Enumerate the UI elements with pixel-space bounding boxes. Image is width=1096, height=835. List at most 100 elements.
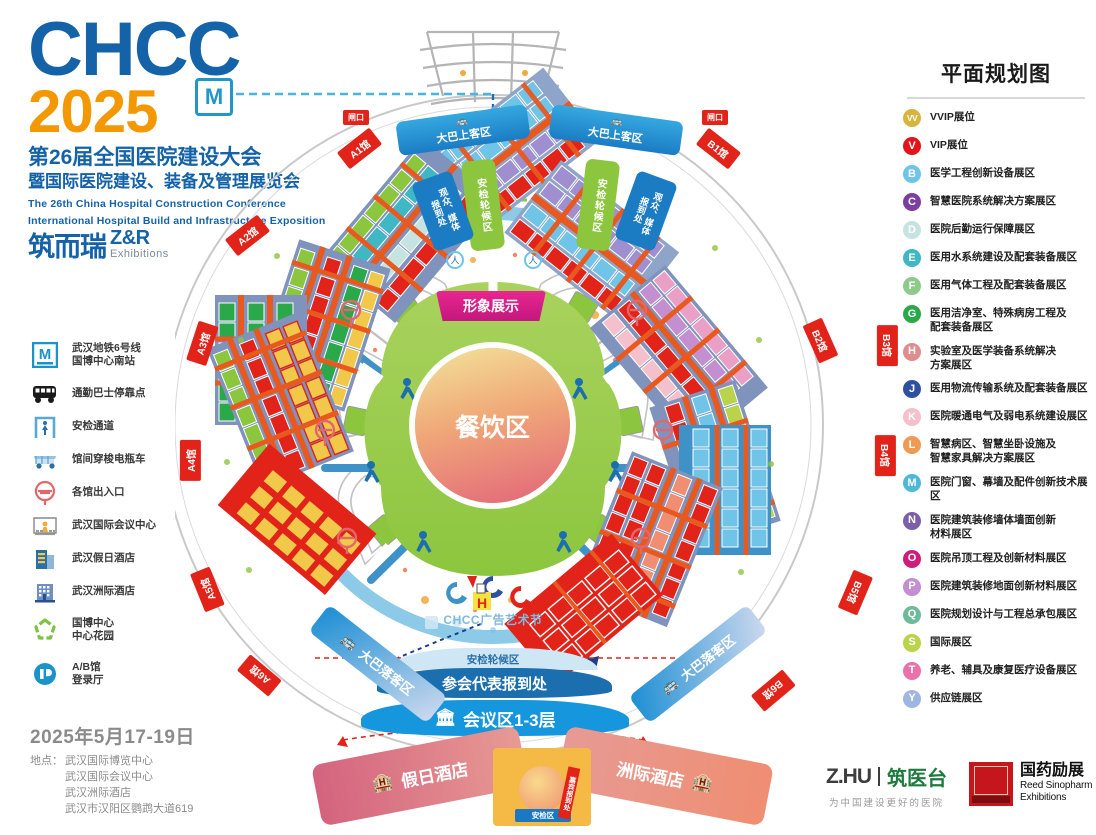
legend-item-e[interactable]: E 医用水系统建设及配套装备展区 [903, 249, 1089, 269]
logo-divider [878, 767, 880, 786]
legend-item-v[interactable]: V VIP展位 [903, 137, 1089, 157]
bus-icon: 🚌 [658, 674, 681, 697]
facility-item-shuttle-cart: 馆间穿梭电瓶车 [30, 443, 210, 476]
sponsor-logos: Z.HU 筑医台 为中国建设更好的医院 国药励展 Reed Sinopharm … [826, 762, 1092, 809]
zone-legend-panel: 平面规划图 VV VVIP展位 V VIP展位 B 医学工程创新设备展区 C 智慧医院系统解决… [903, 58, 1089, 718]
bus-pickup-left-label: 大巴上客区 [435, 126, 492, 146]
facility-item-metro: M 武汉地铁6号线 国博中心南站 [30, 333, 210, 377]
legend-item-g[interactable]: G 医用洁净室、特殊病房工程及 配套装备展区 [903, 305, 1089, 335]
legend-badge-o: O [903, 549, 921, 568]
hall-tag-B3[interactable]: B3馆 [876, 325, 898, 366]
legend-item-vv[interactable]: VV VVIP展位 [903, 109, 1089, 129]
zr-logo-abbr: Z&R [110, 227, 150, 249]
legend-label-h: 实验室及医学装备系统解决 方案展区 [930, 344, 1056, 371]
legend-item-m[interactable]: M 医院门窗、幕墙及配件创新技术展区 [903, 474, 1089, 504]
bus-pickup-zone-left[interactable]: 🚌 大巴上客区 [395, 103, 531, 157]
hall-tag-A6[interactable]: A6馆 [237, 654, 282, 697]
hall-tag-A2[interactable]: A2馆 [224, 214, 270, 257]
legend-label-q: 医院规划设计与工程总承包展区 [930, 607, 1077, 620]
legend-item-n[interactable]: N 医院建筑装修墙体墙面创新 材料展区 [903, 511, 1089, 542]
legend-badge-c: C [903, 193, 921, 211]
reed-name-en-2: Exhibitions [1020, 791, 1067, 803]
facility-label-metro: 武汉地铁6号线 国博中心南站 [72, 341, 141, 367]
event-footer: 2025年5月17-19日 地点： 武汉国际博览中心 武汉国际会议中心 武汉洲际… [30, 722, 195, 818]
legend-item-l[interactable]: L 智慧病区、智慧坐卧设施及 智慧家具解决方案展区 [903, 436, 1089, 466]
event-date: 2025年5月17-19日 [30, 727, 195, 748]
facility-label-convention-center: 武汉国际会议中心 [72, 518, 156, 531]
venue-line-1: 武汉国际博览中心 [65, 755, 153, 767]
hall-tag-A4[interactable]: A4馆 [179, 440, 201, 481]
hall-tag-B5[interactable]: B5馆 [837, 569, 874, 616]
hall-tag-A1[interactable]: A1馆 [336, 127, 382, 170]
bus-icon: 🚌 [455, 115, 468, 127]
legend-item-t[interactable]: T 养老、辅具及康复医疗设备展区 [903, 661, 1089, 682]
svg-text:M: M [39, 346, 52, 363]
security-waiting-zone-right[interactable]: 安检轮候区 [575, 158, 621, 252]
gate-tag-1[interactable]: 闸口 [702, 110, 728, 125]
hall-tag-A5[interactable]: A5馆 [190, 566, 225, 613]
zhuyitai-slogan: 为中国建设更好的医院 [828, 798, 944, 809]
bus-icon: 🚌 [338, 630, 361, 653]
image-display-zone[interactable]: 形象展示 [436, 291, 546, 321]
legend-item-y[interactable]: Y 供应链展区 [903, 689, 1089, 710]
facility-label-security-gate: 安检通道 [72, 419, 114, 432]
facility-item-intercontinental: 武汉洲际酒店 [30, 575, 210, 608]
legend-item-d[interactable]: D 医院后勤运行保障展区 [903, 221, 1089, 241]
hotel-icon: 🏨 [370, 771, 395, 795]
zr-logo-sub: Exhibitions [110, 248, 169, 260]
holiday-inn-icon [30, 544, 60, 574]
hall-tag-A3[interactable]: A3馆 [186, 320, 219, 367]
svg-text:人: 人 [450, 256, 459, 266]
facility-label-registration-hall: A/B馆 登录厅 [72, 660, 104, 686]
legend-label-j: 医用物流传输系统及配套装备展区 [930, 382, 1088, 395]
legend-item-f[interactable]: F 医用气体工程及配套装备展区 [903, 277, 1089, 297]
facility-label-garden: 国博中心 中心花园 [72, 616, 114, 642]
brand-year: 2025 [28, 77, 158, 145]
legend-item-b[interactable]: B 医学工程创新设备展区 [903, 165, 1089, 185]
legend-list: VV VVIP展位 V VIP展位 B 医学工程创新设备展区 C 智慧医院系统解决方案展区 D 医… [903, 109, 1089, 710]
hall-tag-B2[interactable]: B2馆 [802, 317, 839, 364]
hall-tag-B4[interactable]: B4馆 [874, 435, 896, 476]
legend-label-l: 智慧病区、智慧坐卧设施及 智慧家具解决方案展区 [930, 438, 1056, 465]
reed-name-cn: 国药励展 [1020, 762, 1085, 779]
legend-item-k[interactable]: K 医院暖通电气及弱电系统建设展区 [903, 408, 1089, 428]
legend-badge-n: N [903, 511, 921, 530]
shuttle-bus-icon [30, 379, 60, 409]
auditorium-icon: 🏛 [434, 708, 456, 727]
legend-item-p[interactable]: P 医院建筑装修地面创新材料展区 [903, 577, 1089, 598]
gate-tag-0[interactable]: 闸口 [343, 110, 369, 125]
legend-badge-k: K [903, 408, 921, 427]
visitor-media-registration-right[interactable]: 观众、媒体 报到处 [613, 169, 679, 253]
legend-badge-y: Y [903, 689, 921, 708]
bus-pickup-zone-right[interactable]: 🚌 大巴上客区 [548, 103, 684, 157]
bus-dropoff-zone-right[interactable]: 🚌 大巴落客区 [628, 604, 768, 724]
legend-item-s[interactable]: S 国际展区 [903, 633, 1089, 654]
security-waiting-zone-bottom[interactable]: 安检轮候区 [388, 648, 598, 670]
roundabout-shape [519, 766, 565, 812]
registration-hall-icon [30, 659, 60, 689]
legend-title: 平面规划图 [941, 63, 1051, 86]
legend-item-j[interactable]: J 医用物流传输系统及配套装备展区 [903, 380, 1089, 400]
security-zone-label: 安检区 [515, 809, 571, 822]
zr-logo-cn: 筑而瑞 [28, 232, 107, 262]
facility-item-hall-entrance: 各馆出入口 [30, 476, 210, 509]
facility-item-holiday-inn: 武汉假日酒店 [30, 542, 210, 575]
legend-item-c[interactable]: C 智慧医院系统解决方案展区 [903, 193, 1089, 213]
bus-pickup-right-label: 大巴上客区 [587, 126, 644, 146]
legend-label-b: 医学工程创新设备展区 [930, 167, 1035, 179]
legend-item-q[interactable]: Q 医院规划设计与工程总承包展区 [903, 605, 1089, 626]
svg-text:H: H [477, 595, 487, 611]
metro-station-marker[interactable]: M [195, 78, 233, 116]
facility-item-convention-center: 武汉国际会议中心 [30, 509, 210, 542]
legend-badge-m: M [903, 474, 921, 493]
legend-item-h[interactable]: H 实验室及医学装备系统解决 方案展区 [903, 342, 1089, 373]
dining-zone[interactable]: 餐饮区 [415, 348, 570, 503]
legend-item-o[interactable]: O 医院吊顶工程及创新材料展区 [903, 549, 1089, 570]
exhibition-floor-map[interactable]: H [175, 10, 905, 830]
hall-tag-B1[interactable]: B1馆 [695, 127, 741, 170]
zhuyitai-logo: Z.HU 筑医台 为中国建设更好的医院 [826, 762, 947, 810]
legend-badge-t: T [903, 661, 921, 680]
hall-tag-B6[interactable]: B6馆 [751, 669, 796, 712]
venue-line-4: 武汉市汉阳区鹦鹉大道619 [65, 802, 194, 815]
convention-center-icon [30, 511, 60, 541]
